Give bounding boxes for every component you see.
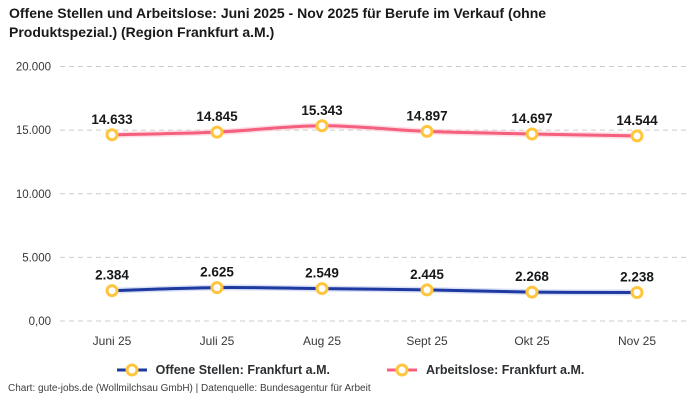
legend-item-arbeitslose[interactable]: Arbeitslose: Frankfurt a.M.	[386, 363, 584, 377]
legend-item-offene-stellen[interactable]: Offene Stellen: Frankfurt a.M.	[116, 363, 330, 377]
data-point-marker[interactable]	[210, 281, 224, 295]
data-point-marker[interactable]	[315, 282, 329, 296]
legend-line-marker-icon	[116, 363, 147, 377]
series-line	[110, 286, 639, 295]
data-point-marker[interactable]	[420, 124, 434, 138]
data-point-label: 2.384	[95, 268, 129, 283]
chart-legend: Offene Stellen: Frankfurt a.M. Arbeitslo…	[0, 359, 700, 381]
data-point-label: 14.697	[511, 111, 552, 126]
y-axis-tick-label: 0,00	[29, 316, 51, 328]
y-axis-tick-label: 15.000	[16, 125, 51, 137]
x-axis-tick-label: Aug 25	[303, 334, 341, 348]
chart-title: Offene Stellen und Arbeitslose: Juni 202…	[9, 5, 547, 40]
data-point-marker[interactable]	[420, 283, 434, 297]
legend-label-offene-stellen: Offene Stellen: Frankfurt a.M.	[155, 363, 330, 377]
data-point-label: 15.343	[301, 103, 343, 118]
data-point-label: 2.445	[410, 267, 444, 282]
data-point-label: 14.897	[406, 108, 447, 123]
data-point-label: 14.633	[91, 112, 133, 127]
y-axis-tick-label: 5.000	[22, 252, 51, 264]
x-axis-tick-label: Sept 25	[406, 334, 448, 348]
data-point-marker[interactable]	[630, 286, 644, 300]
x-axis-tick-label: Juni 25	[93, 334, 132, 348]
x-axis-tick-label: Nov 25	[618, 334, 656, 348]
data-point-label: 14.544	[616, 113, 658, 128]
data-point-marker[interactable]	[525, 127, 539, 141]
data-point-marker[interactable]	[105, 128, 119, 142]
chart-attribution: Chart: gute-jobs.de (Wollmilchsau GmbH) …	[8, 383, 371, 394]
y-axis-tick-label: 20.000	[16, 62, 51, 74]
legend-label-arbeitslose: Arbeitslose: Frankfurt a.M.	[425, 363, 585, 377]
data-point-label: 2.549	[305, 266, 339, 281]
data-point-label: 2.268	[515, 269, 549, 284]
data-point-marker[interactable]	[105, 284, 119, 298]
data-point-label: 2.625	[200, 265, 234, 280]
data-point-marker[interactable]	[630, 129, 644, 143]
y-axis-tick-label: 10.000	[16, 189, 51, 201]
legend-line-marker-icon	[386, 363, 417, 377]
x-axis-tick-label: Juli 25	[200, 334, 235, 348]
data-point-marker[interactable]	[315, 119, 329, 133]
data-point-marker[interactable]	[525, 285, 539, 299]
x-axis-tick-label: Okt 25	[514, 334, 550, 348]
data-point-marker[interactable]	[210, 125, 224, 139]
series-line	[110, 124, 639, 138]
data-point-label: 2.238	[620, 270, 654, 285]
data-point-label: 14.845	[196, 109, 238, 124]
